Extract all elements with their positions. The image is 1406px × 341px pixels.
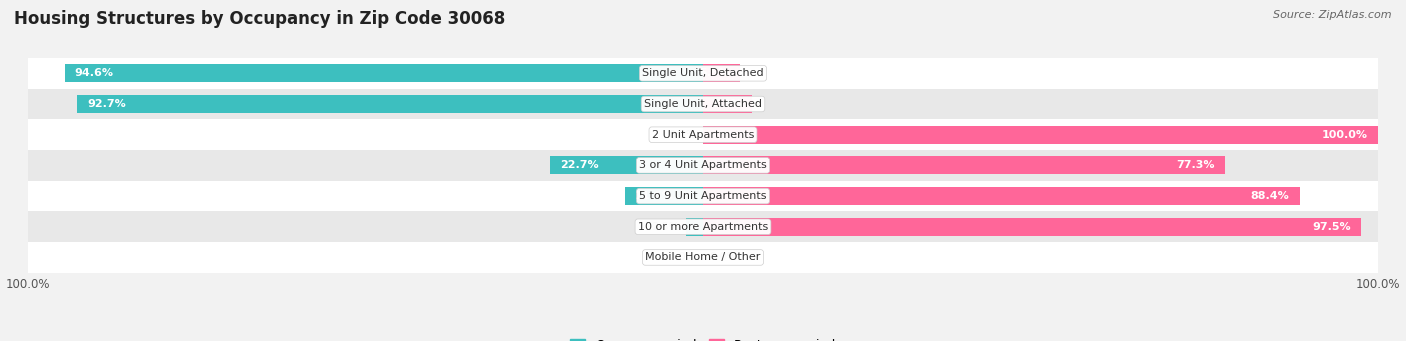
Text: 22.7%: 22.7% [560, 160, 599, 170]
Bar [28, 89, 1378, 119]
Bar [28, 181, 1378, 211]
Bar [28, 150, 1378, 181]
Text: 5.5%: 5.5% [699, 68, 730, 78]
Text: 92.7%: 92.7% [87, 99, 127, 109]
Bar [703, 157, 1225, 174]
Legend: Owner-occupied, Renter-occupied: Owner-occupied, Renter-occupied [565, 334, 841, 341]
Text: 0.0%: 0.0% [668, 252, 696, 263]
Bar [686, 218, 703, 236]
Bar [65, 64, 703, 82]
Text: 97.5%: 97.5% [1312, 222, 1351, 232]
Text: 100.0%: 100.0% [1322, 130, 1368, 140]
Text: Housing Structures by Occupancy in Zip Code 30068: Housing Structures by Occupancy in Zip C… [14, 10, 505, 28]
Bar [703, 64, 740, 82]
Bar [77, 95, 703, 113]
Bar [28, 211, 1378, 242]
Bar [28, 119, 1378, 150]
Text: Mobile Home / Other: Mobile Home / Other [645, 252, 761, 263]
Text: Single Unit, Detached: Single Unit, Detached [643, 68, 763, 78]
Bar [550, 157, 703, 174]
Bar [703, 218, 1361, 236]
Text: 0.0%: 0.0% [710, 252, 738, 263]
Bar [703, 187, 1299, 205]
Bar [624, 187, 703, 205]
Text: 2.5%: 2.5% [651, 222, 679, 232]
Text: Single Unit, Attached: Single Unit, Attached [644, 99, 762, 109]
Text: 0.0%: 0.0% [668, 130, 696, 140]
Text: 94.6%: 94.6% [75, 68, 114, 78]
Text: 88.4%: 88.4% [1251, 191, 1289, 201]
Text: 77.3%: 77.3% [1175, 160, 1215, 170]
Text: 3 or 4 Unit Apartments: 3 or 4 Unit Apartments [640, 160, 766, 170]
Text: 2 Unit Apartments: 2 Unit Apartments [652, 130, 754, 140]
Bar [703, 95, 752, 113]
Text: Source: ZipAtlas.com: Source: ZipAtlas.com [1274, 10, 1392, 20]
Text: 5 to 9 Unit Apartments: 5 to 9 Unit Apartments [640, 191, 766, 201]
Bar [703, 126, 1378, 144]
Text: 11.6%: 11.6% [636, 191, 673, 201]
Text: 7.3%: 7.3% [711, 99, 742, 109]
Bar [28, 242, 1378, 273]
Text: 10 or more Apartments: 10 or more Apartments [638, 222, 768, 232]
Bar [28, 58, 1378, 89]
